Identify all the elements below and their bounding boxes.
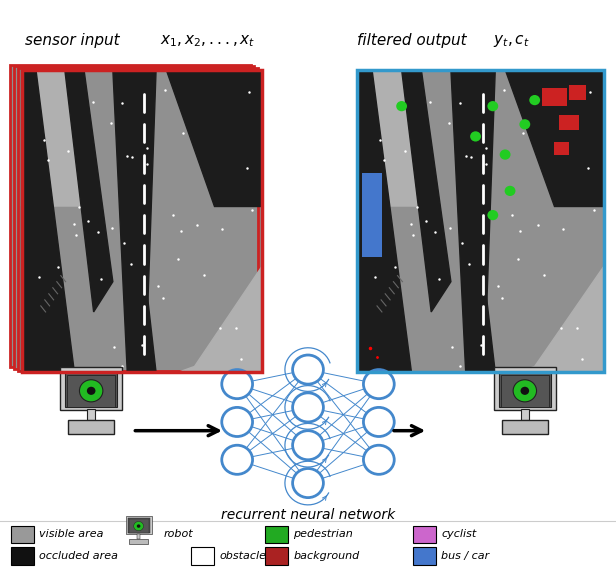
Bar — [502, 420, 548, 434]
Circle shape — [521, 386, 529, 395]
Polygon shape — [517, 267, 604, 372]
Polygon shape — [22, 70, 89, 206]
Circle shape — [293, 393, 323, 422]
Polygon shape — [22, 70, 75, 372]
Bar — [542, 88, 567, 106]
Polygon shape — [466, 288, 495, 372]
Bar — [191, 547, 214, 565]
Bar — [68, 420, 115, 434]
Circle shape — [137, 524, 140, 528]
Circle shape — [363, 445, 394, 474]
Circle shape — [487, 101, 498, 111]
Circle shape — [222, 370, 253, 399]
Bar — [14, 66, 254, 369]
Bar — [569, 85, 586, 100]
Bar — [357, 70, 604, 372]
Polygon shape — [113, 70, 156, 372]
Bar — [22, 70, 262, 372]
Text: background: background — [293, 551, 360, 561]
Polygon shape — [65, 70, 113, 312]
Bar — [126, 516, 152, 534]
Circle shape — [222, 445, 253, 474]
Circle shape — [519, 119, 530, 129]
Bar — [10, 65, 251, 367]
Bar — [18, 68, 258, 371]
Circle shape — [293, 469, 323, 498]
Bar — [128, 519, 150, 533]
Circle shape — [513, 380, 537, 402]
Circle shape — [293, 355, 323, 384]
Text: recurrent neural network: recurrent neural network — [221, 508, 395, 522]
Circle shape — [87, 386, 95, 395]
Circle shape — [470, 132, 481, 141]
Circle shape — [134, 521, 144, 531]
Circle shape — [79, 380, 103, 402]
Bar — [22, 70, 262, 372]
Text: $x_1, x_2, ...,x_t$: $x_1, x_2, ...,x_t$ — [160, 33, 256, 48]
Text: visible area: visible area — [39, 529, 104, 540]
Bar — [67, 375, 115, 407]
Bar — [11, 526, 34, 543]
Polygon shape — [166, 70, 262, 206]
Bar — [521, 410, 529, 420]
Text: cyclist: cyclist — [441, 529, 476, 540]
Circle shape — [363, 407, 394, 436]
Bar — [65, 372, 117, 407]
Text: bus / car: bus / car — [441, 551, 489, 561]
Text: occluded area: occluded area — [39, 551, 118, 561]
Bar — [11, 547, 34, 565]
Polygon shape — [128, 288, 156, 372]
Bar — [554, 143, 569, 155]
Bar — [265, 547, 288, 565]
Text: robot: robot — [163, 529, 193, 540]
Bar — [362, 173, 382, 257]
Bar — [129, 538, 148, 544]
Circle shape — [222, 407, 253, 436]
Bar — [501, 375, 549, 407]
Polygon shape — [357, 70, 411, 372]
Circle shape — [500, 150, 511, 159]
Circle shape — [505, 186, 516, 196]
Text: sensor input: sensor input — [25, 33, 120, 48]
Text: filtered output: filtered output — [357, 33, 467, 48]
Text: obstacle: obstacle — [219, 551, 266, 561]
Polygon shape — [177, 267, 262, 372]
Text: pedestrian: pedestrian — [293, 529, 353, 540]
Circle shape — [396, 101, 407, 111]
Bar — [87, 410, 95, 420]
Bar — [413, 526, 436, 543]
Bar — [357, 70, 604, 372]
Bar — [60, 367, 122, 410]
Bar — [499, 372, 551, 407]
Bar — [559, 115, 579, 130]
Circle shape — [487, 210, 498, 220]
Circle shape — [363, 370, 394, 399]
Polygon shape — [402, 70, 451, 312]
Polygon shape — [357, 70, 426, 206]
Circle shape — [293, 431, 323, 460]
Polygon shape — [451, 70, 495, 372]
Bar — [494, 367, 556, 410]
Bar — [413, 547, 436, 565]
Circle shape — [529, 95, 540, 105]
Polygon shape — [505, 70, 604, 206]
Text: $y_t, c_t$: $y_t, c_t$ — [493, 33, 530, 49]
Bar — [265, 526, 288, 543]
Bar — [129, 519, 148, 533]
Bar — [137, 534, 140, 538]
